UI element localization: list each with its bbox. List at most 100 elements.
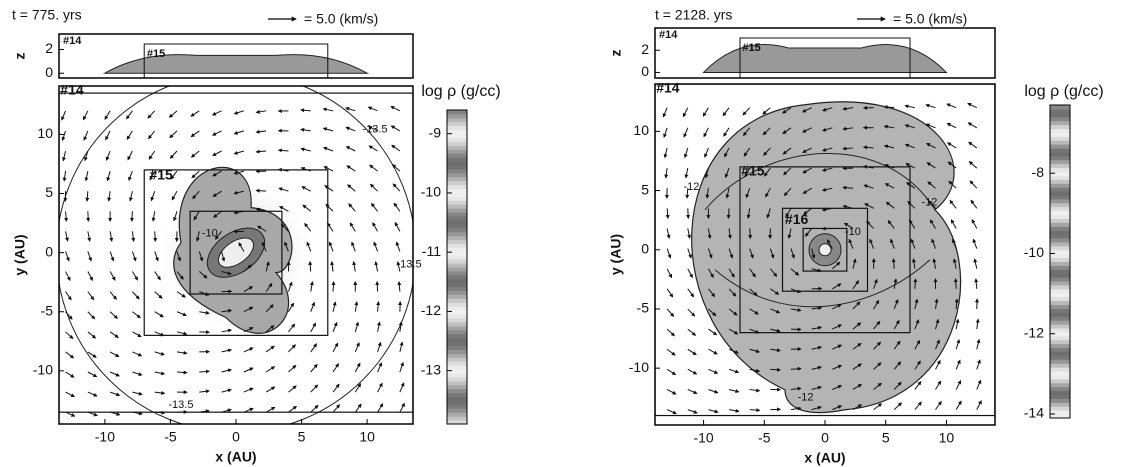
x-axis-label: x (AU) xyxy=(804,450,845,466)
velocity-arrow xyxy=(873,382,882,390)
colorbar-band xyxy=(447,145,467,150)
velocity-arrow xyxy=(749,268,756,278)
velocity-arrow xyxy=(149,170,156,181)
velocity-arrow xyxy=(153,231,158,243)
velocity-arrow xyxy=(233,190,244,195)
colorbar-band xyxy=(1050,363,1070,368)
velocity-arrow xyxy=(967,122,978,129)
velocity-arrow xyxy=(687,248,692,259)
velocity-arrow xyxy=(763,167,771,177)
velocity-arrow xyxy=(790,288,802,294)
velocity-arrow xyxy=(212,130,222,136)
velocity-arrow xyxy=(65,291,72,301)
colorbar-band xyxy=(447,255,467,260)
colorbar-band xyxy=(1050,226,1070,231)
velocity-arrow xyxy=(687,368,698,375)
velocity-arrow xyxy=(765,187,771,198)
time-label: t = 775. yrs xyxy=(12,7,82,23)
velocity-arrow xyxy=(842,204,854,209)
velocity-arrow xyxy=(310,363,318,373)
y-tick-label: 0 xyxy=(45,243,53,259)
velocity-arrow xyxy=(832,385,843,390)
velocity-arrow xyxy=(782,127,792,134)
velocity-arrow xyxy=(399,341,404,353)
colorbar-band xyxy=(447,329,467,335)
y-tick-label: -10 xyxy=(33,362,53,378)
core xyxy=(818,243,832,257)
colorbar-band xyxy=(1050,132,1070,137)
velocity-arrow xyxy=(132,391,143,396)
velocity-arrow xyxy=(212,190,222,197)
velocity-arrow xyxy=(368,126,378,132)
velocity-arrow xyxy=(255,188,267,193)
velocity-arrow xyxy=(233,170,244,175)
velocity-arrow xyxy=(864,203,874,209)
velocity-arrow xyxy=(132,291,140,300)
velocity-arrow xyxy=(889,238,895,249)
velocity-arrow xyxy=(168,110,178,118)
velocity-arrow xyxy=(708,368,719,374)
velocity-arrow xyxy=(391,164,401,172)
velocity-arrow xyxy=(243,286,254,293)
velocity-arrow xyxy=(852,363,862,370)
velocity-arrow xyxy=(891,258,896,269)
velocity-arrow xyxy=(128,170,133,182)
velocity-arrow xyxy=(852,404,863,411)
colorbar-band xyxy=(1050,183,1070,188)
velocity-arrow xyxy=(265,386,276,393)
colorbar-band xyxy=(447,416,467,421)
vector-key-label: = 5.0 (km/s) xyxy=(304,11,378,27)
velocity-arrow xyxy=(811,385,822,390)
time-label: t = 2128. yrs xyxy=(655,7,732,23)
velocity-arrow xyxy=(348,203,356,212)
velocity-arrow xyxy=(745,188,751,199)
velocity-arrow xyxy=(132,371,143,376)
velocity-arrow xyxy=(893,402,903,410)
velocity-arrow xyxy=(87,371,98,378)
colorbar-band xyxy=(1050,175,1070,180)
velocity-arrow xyxy=(770,367,781,372)
velocity-arrow xyxy=(971,219,978,229)
x-tick-label: -10 xyxy=(95,429,115,445)
velocity-arrow xyxy=(790,386,802,391)
velocity-arrow xyxy=(749,288,758,296)
velocity-arrow xyxy=(148,150,156,160)
velocity-arrow xyxy=(214,231,222,240)
colorbar-band xyxy=(447,376,467,382)
velocity-arrow xyxy=(300,166,311,172)
velocity-arrow xyxy=(154,390,166,395)
velocity-arrow xyxy=(85,191,90,202)
colorbar-band xyxy=(447,263,467,268)
velocity-arrow xyxy=(280,223,289,232)
velocity-arrow xyxy=(221,388,232,393)
y-axis-label: y (AU) xyxy=(608,234,624,275)
colorbar-band xyxy=(1050,269,1070,274)
velocity-arrow xyxy=(749,348,760,354)
colorbar-band xyxy=(1050,406,1070,411)
velocity-arrow xyxy=(975,318,980,330)
velocity-arrow xyxy=(87,311,96,320)
z-disk xyxy=(103,54,369,74)
velocity-arrow xyxy=(685,188,690,199)
velocity-arrow xyxy=(109,311,119,319)
colorbar-band xyxy=(1050,241,1070,247)
velocity-arrow xyxy=(243,327,254,333)
density-field xyxy=(59,86,413,424)
velocity-arrow xyxy=(265,304,274,313)
grid-level-box xyxy=(143,169,329,336)
velocity-arrow xyxy=(354,403,362,413)
velocity-arrow xyxy=(707,228,712,239)
velocity-arrow xyxy=(934,298,939,310)
velocity-arrow xyxy=(946,103,957,109)
velocity-arrow xyxy=(968,161,978,169)
velocity-arrow xyxy=(390,105,401,112)
colorbar-band xyxy=(447,365,467,370)
velocity-arrow xyxy=(969,180,978,189)
velocity-arrow xyxy=(354,383,362,393)
velocity-arrow xyxy=(199,389,210,394)
velocity-arrow xyxy=(905,163,916,169)
velocity-arrow xyxy=(785,208,792,218)
colorbar-band xyxy=(1050,308,1070,313)
velocity-arrow xyxy=(309,281,314,292)
